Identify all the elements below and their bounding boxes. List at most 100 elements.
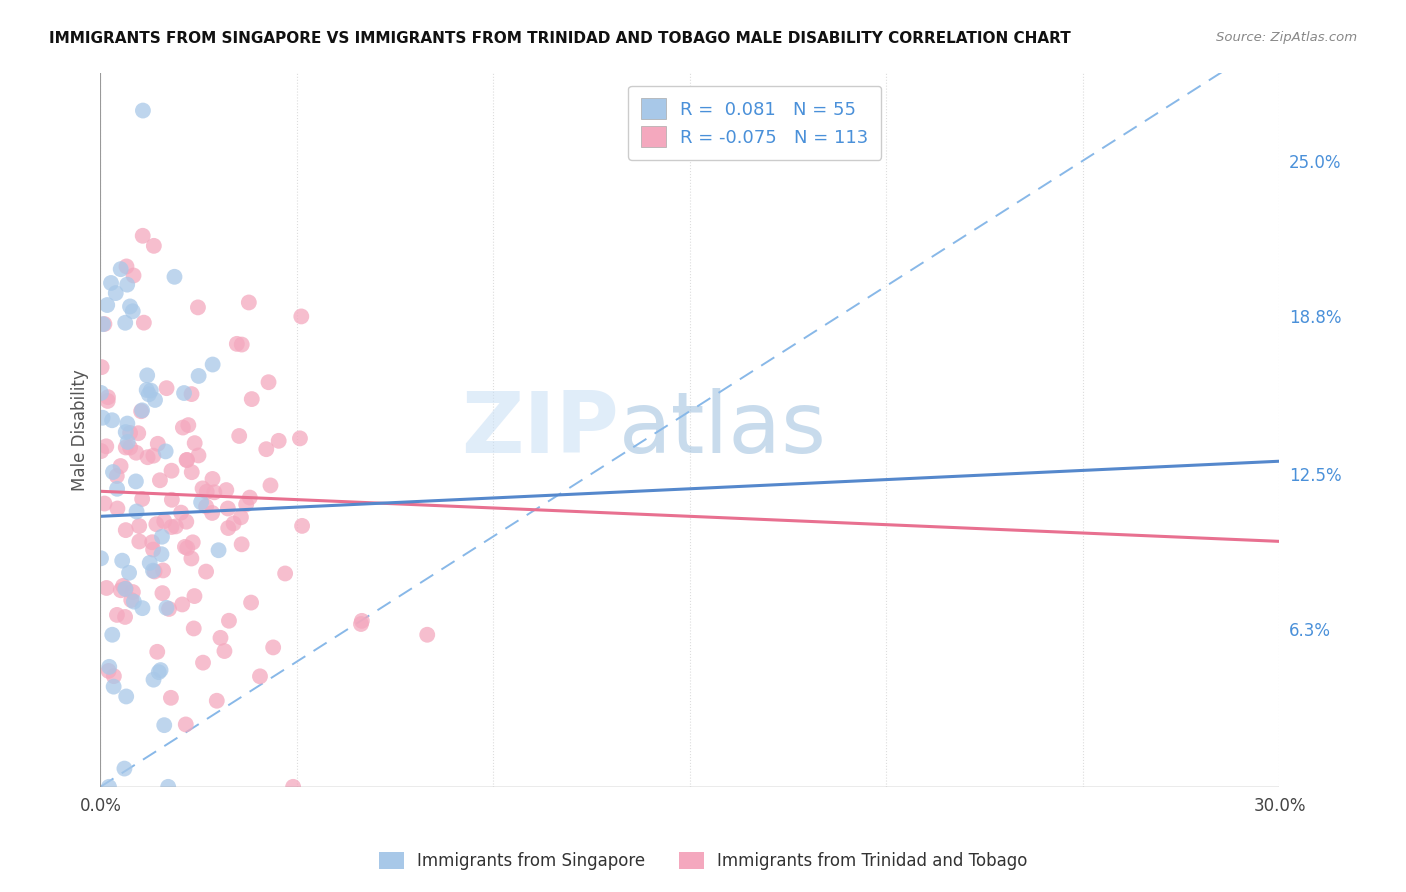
Point <box>291 519 314 533</box>
Point <box>125 446 148 460</box>
Point <box>176 541 198 555</box>
Point <box>131 491 153 506</box>
Point <box>90 444 112 458</box>
Legend: Immigrants from Singapore, Immigrants from Trinidad and Tobago: Immigrants from Singapore, Immigrants fr… <box>373 845 1033 877</box>
Point <box>146 645 169 659</box>
Point <box>254 442 277 457</box>
Point <box>209 631 232 645</box>
Point <box>96 439 118 453</box>
Point <box>217 501 239 516</box>
Point <box>157 602 180 616</box>
Point <box>97 390 120 404</box>
Point <box>195 565 218 579</box>
Point <box>229 510 252 524</box>
Point <box>150 530 173 544</box>
Point <box>115 277 138 292</box>
Point <box>143 392 166 407</box>
Point <box>139 384 162 398</box>
Point <box>103 669 125 683</box>
Point <box>117 417 139 431</box>
Point <box>115 260 138 274</box>
Point <box>142 673 165 687</box>
Point <box>110 262 132 277</box>
Point <box>93 317 115 331</box>
Point <box>180 387 202 401</box>
Point <box>118 300 141 314</box>
Point <box>93 497 115 511</box>
Point <box>138 387 160 401</box>
Point <box>90 360 112 375</box>
Point <box>201 358 224 372</box>
Point <box>201 472 224 486</box>
Point <box>257 375 280 389</box>
Point <box>160 520 183 534</box>
Point <box>136 450 159 465</box>
Point <box>187 368 209 383</box>
Point <box>98 660 121 674</box>
Point <box>110 583 132 598</box>
Point <box>125 504 148 518</box>
Point <box>155 381 177 395</box>
Point <box>288 431 311 445</box>
Point <box>274 566 297 581</box>
Point <box>112 579 135 593</box>
Point <box>118 566 141 580</box>
Legend: R =  0.081   N = 55, R = -0.075   N = 113: R = 0.081 N = 55, R = -0.075 N = 113 <box>628 86 882 160</box>
Point <box>235 497 257 511</box>
Point <box>114 582 136 596</box>
Point <box>96 581 118 595</box>
Point <box>215 483 238 497</box>
Point <box>262 640 284 655</box>
Point <box>152 563 174 577</box>
Point <box>157 780 180 794</box>
Point <box>183 622 205 636</box>
Point <box>231 337 253 351</box>
Point <box>90 385 112 400</box>
Point <box>350 614 373 628</box>
Point <box>281 780 304 794</box>
Point <box>187 301 209 315</box>
Point <box>214 644 236 658</box>
Point <box>149 663 172 677</box>
Point <box>225 336 247 351</box>
Point <box>218 614 240 628</box>
Point <box>132 316 155 330</box>
Point <box>143 565 166 579</box>
Point <box>217 521 239 535</box>
Point <box>187 449 209 463</box>
Point <box>105 607 128 622</box>
Point <box>231 537 253 551</box>
Point <box>160 690 183 705</box>
Point <box>122 268 145 283</box>
Point <box>138 556 160 570</box>
Point <box>201 506 224 520</box>
Point <box>125 475 148 489</box>
Point <box>181 535 204 549</box>
Text: ZIP: ZIP <box>461 388 619 471</box>
Point <box>112 762 135 776</box>
Point <box>145 517 167 532</box>
Point <box>267 434 290 448</box>
Point <box>207 543 229 558</box>
Point <box>105 482 128 496</box>
Point <box>165 519 187 533</box>
Point <box>180 465 202 479</box>
Point <box>416 628 439 642</box>
Point <box>222 516 245 531</box>
Point <box>172 598 194 612</box>
Point <box>115 690 138 704</box>
Point <box>101 413 124 427</box>
Point <box>350 617 373 632</box>
Point <box>90 551 112 566</box>
Point <box>170 506 193 520</box>
Point <box>195 484 218 499</box>
Point <box>160 492 183 507</box>
Text: atlas: atlas <box>619 388 827 471</box>
Point <box>172 420 194 434</box>
Point <box>259 478 281 492</box>
Point <box>120 441 142 455</box>
Point <box>240 596 263 610</box>
Point <box>131 403 153 417</box>
Point <box>117 434 139 449</box>
Point <box>100 276 122 290</box>
